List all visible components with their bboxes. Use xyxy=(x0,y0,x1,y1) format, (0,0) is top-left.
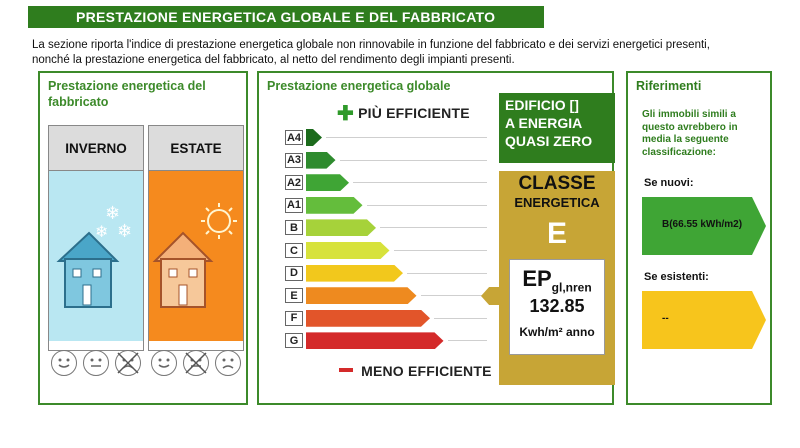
scale-guide-line xyxy=(353,182,487,184)
summer-house-area xyxy=(149,171,243,341)
energy-class-label: E xyxy=(285,288,303,304)
energy-class-letter: E xyxy=(546,217,567,250)
energy-class-label: G xyxy=(285,333,303,349)
energy-class-arrow xyxy=(306,152,336,169)
energy-class-arrow xyxy=(306,174,349,191)
new-buildings-value: B(66.55 kWh/m2) xyxy=(662,219,743,230)
winter-house-area: ❄ ❄ ❄ xyxy=(49,171,143,341)
more-efficient-label: ✚ PIÙ EFFICIENTE xyxy=(337,103,470,125)
less-efficient-label: MENO EFFICIENTE xyxy=(339,363,492,379)
energy-class-label: B xyxy=(285,220,303,236)
scale-guide-line xyxy=(420,295,487,297)
happy-face-icon xyxy=(51,350,77,376)
intro-line-1: La sezione riporta l'indice di prestazio… xyxy=(32,39,710,51)
energy-class-label: A4 xyxy=(285,130,303,145)
fabbricato-title: Prestazione energetica del fabbricato xyxy=(48,79,206,109)
ep-label: EPgl,nren xyxy=(522,266,592,295)
existing-buildings-class-arrow: -- xyxy=(642,291,766,349)
scale-guide-line xyxy=(339,159,487,161)
energy-class-row: A1 xyxy=(285,197,363,214)
summer-rating-faces xyxy=(148,343,244,383)
sad-face-crossed-icon xyxy=(115,350,141,376)
energy-class-row: E xyxy=(285,287,417,304)
scale-guide-line xyxy=(326,137,487,138)
energy-class-row: A3 xyxy=(285,152,336,169)
winter-house-icon: ❄ ❄ ❄ xyxy=(56,203,132,308)
winter-rating-faces xyxy=(48,343,144,383)
energy-class-row: D xyxy=(285,265,403,282)
scale-guide-line xyxy=(380,227,487,229)
minus-icon xyxy=(339,368,353,372)
energy-class-label: F xyxy=(285,310,303,326)
energy-class-arrow xyxy=(306,242,390,259)
svg-text:❄: ❄ xyxy=(105,203,120,224)
energy-class-label: C xyxy=(285,243,303,258)
ep-index-box: EPgl,nren 132.85 Kwh/m² anno xyxy=(509,259,605,355)
summer-box: ESTATE xyxy=(148,125,244,351)
energy-class-arrow xyxy=(306,265,403,282)
existing-buildings-label: Se esistenti: xyxy=(644,271,709,283)
current-class-marker-icon xyxy=(481,287,499,305)
neutral-face-crossed-icon xyxy=(183,350,209,376)
ep-unit: Kwh/m² anno xyxy=(519,325,595,340)
energy-class-label: A1 xyxy=(285,197,303,213)
energy-class-arrow xyxy=(306,219,376,236)
intro-text: La sezione riporta l'indice di prestazio… xyxy=(32,38,772,68)
riferimenti-panel: Riferimenti Gli immobili simili a questo… xyxy=(626,71,772,405)
classe-title: CLASSE xyxy=(518,173,596,194)
energy-class-row: G xyxy=(285,332,444,349)
section-title-bar: PRESTAZIONE ENERGETICA GLOBALE E DEL FAB… xyxy=(28,6,544,28)
classe-subtitle: ENERGETICA xyxy=(514,195,600,210)
globale-panel: Prestazione energetica globale ✚ PIÙ EFF… xyxy=(257,71,615,405)
existing-buildings-value: -- xyxy=(662,313,669,324)
energy-class-arrow xyxy=(306,129,322,146)
riferimenti-description: Gli immobili simili a questo avrebbero i… xyxy=(642,109,738,158)
winter-label: INVERNO xyxy=(49,126,143,171)
energy-class-arrow xyxy=(306,332,444,349)
globale-title: Prestazione energetica globale xyxy=(267,79,451,93)
energy-class-label: A3 xyxy=(285,152,303,168)
scale-guide-line xyxy=(393,250,487,251)
energy-class-row: C xyxy=(285,242,390,259)
energy-class-row: B xyxy=(285,219,376,236)
energy-class-label: D xyxy=(285,265,303,281)
winter-box: INVERNO ❄ ❄ ❄ xyxy=(48,125,144,351)
new-buildings-class-arrow: B(66.55 kWh/m2) xyxy=(642,197,766,255)
riferimenti-title: Riferimenti xyxy=(636,79,702,93)
svg-text:❄: ❄ xyxy=(95,222,108,241)
sad-face-icon xyxy=(215,350,241,376)
scale-guide-line xyxy=(447,340,487,342)
energy-class-arrow xyxy=(306,310,430,327)
new-buildings-label: Se nuovi: xyxy=(644,177,694,189)
section-title: PRESTAZIONE ENERGETICA GLOBALE E DEL FAB… xyxy=(76,9,496,25)
scale-guide-line xyxy=(407,272,487,274)
neutral-face-icon xyxy=(83,350,109,376)
energy-class-label: A2 xyxy=(285,175,303,191)
energy-class-row: A4 xyxy=(285,129,322,146)
scale-guide-line xyxy=(366,204,487,206)
fabbricato-panel: Prestazione energetica del fabbricato IN… xyxy=(38,71,248,405)
svg-text:❄: ❄ xyxy=(117,221,132,242)
nzeb-box: EDIFICIO [] A ENERGIA QUASI ZERO xyxy=(499,93,615,163)
energy-class-arrow xyxy=(306,287,417,304)
intro-line-2: nonché la prestazione energetica del fab… xyxy=(32,54,515,66)
plus-icon: ✚ xyxy=(337,103,354,125)
summer-house-icon xyxy=(152,203,237,308)
energy-class-row: A2 xyxy=(285,174,349,191)
scale-guide-line xyxy=(434,317,487,319)
energy-class-box: CLASSE ENERGETICA E EPgl,nren 132.85 Kwh… xyxy=(499,171,615,385)
ep-value: 132.85 xyxy=(529,296,585,317)
summer-label: ESTATE xyxy=(149,126,243,171)
happy-face-icon xyxy=(151,350,177,376)
energy-class-row: F xyxy=(285,310,430,327)
energy-class-arrow xyxy=(306,197,363,214)
